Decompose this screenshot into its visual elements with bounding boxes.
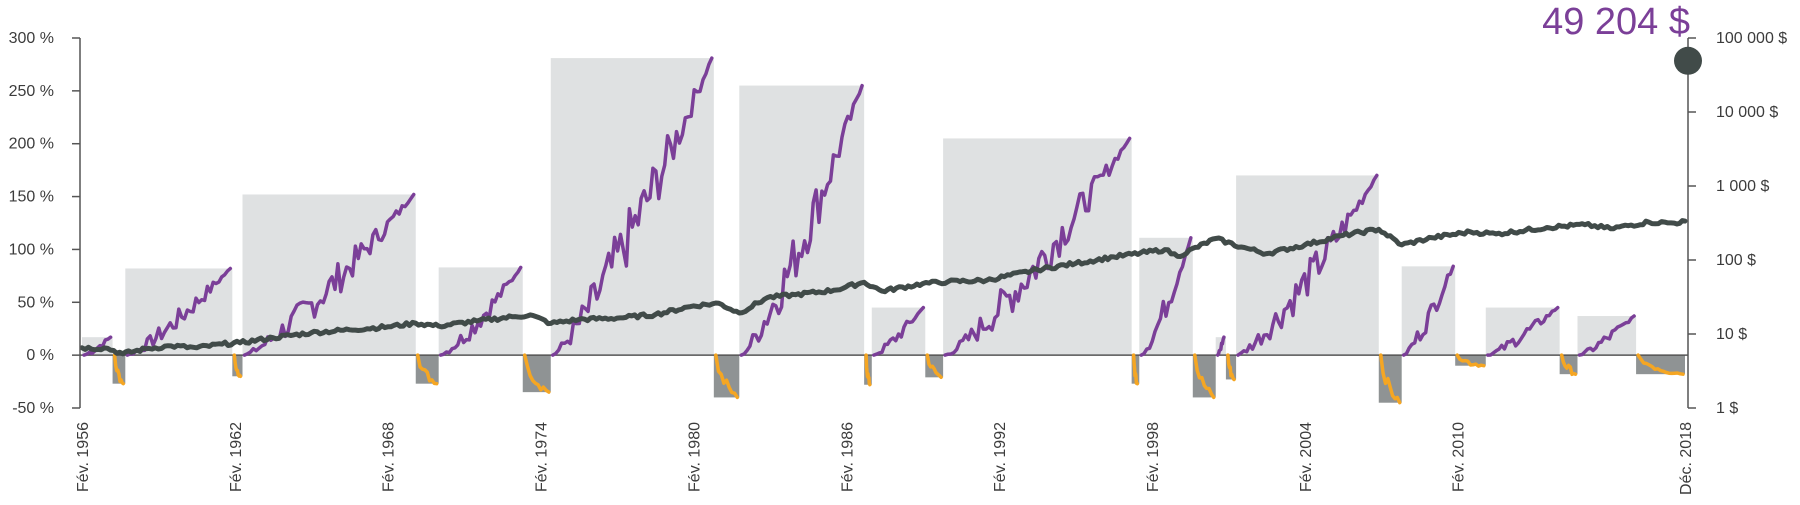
bear-cycle-box-17: [1192, 355, 1216, 398]
bear-return-line-27: [1636, 353, 1685, 376]
bear-return-line-7: [522, 353, 551, 394]
bear-cycle-box-27: [1636, 355, 1685, 375]
x-axis-tick-label: Fév. 1992: [992, 422, 1009, 492]
bear-return-line-9: [714, 353, 740, 400]
bear-return-line-23: [1455, 353, 1486, 368]
index-growth-line: [79, 218, 1688, 357]
right-axis-tick-label: 100 $: [1716, 252, 1756, 269]
bear-return-line-5: [415, 353, 439, 386]
bull-return-line-20: [1236, 173, 1379, 357]
x-axis-tick-label: Fév. 1956: [75, 422, 92, 492]
bull-return-line-26: [1577, 314, 1636, 357]
bull-return-line-24: [1486, 305, 1560, 357]
bull-cycle-box-20: [1236, 175, 1379, 356]
final-value-label: 49 204 $: [1542, 1, 1690, 43]
x-axis-tick-label: Fév. 1998: [1145, 422, 1162, 492]
bear-cycle-box-23: [1455, 355, 1486, 366]
left-axis-tick-label: 250 %: [9, 83, 54, 100]
x-axis: Fév. 1956 Fév. 1962 Fév. 1968 Fév. 1974 Fév.…: [75, 422, 1695, 495]
bear-return-line-25: [1559, 353, 1578, 377]
bear-cycle-box-21: [1378, 355, 1402, 403]
x-axis-tick-label: Fév. 2010: [1451, 422, 1468, 492]
bear-return-line-19: [1226, 353, 1236, 382]
x-axis-tick-label: Fév. 1974: [534, 422, 551, 492]
right-axis-tick-label: 1 000 $: [1716, 178, 1769, 195]
right-axis-tick-label: 100 000 $: [1716, 30, 1787, 47]
right-axis-tick-label: 10 $: [1716, 326, 1747, 343]
left-axis-tick-label: 300 %: [9, 30, 54, 47]
bear-return-line-1: [112, 353, 126, 386]
left-axis-tick-label: 0 %: [26, 347, 54, 364]
x-axis-tick-label: Fév. 2004: [1298, 422, 1315, 492]
right-axis: 1 $ 10 $ 100 $ 1 000 $ 10 000 $ 100 000 $: [1687, 30, 1787, 417]
bear-return-line-3: [232, 353, 243, 379]
final-value-marker: [1674, 46, 1702, 75]
bull-return-line-22: [1401, 264, 1455, 357]
bull-return-line-12: [872, 305, 926, 357]
x-axis-tick-label: Fév. 1968: [381, 422, 398, 492]
left-axis-tick-label: 100 %: [9, 241, 54, 258]
x-axis-tick-label: Fév. 1962: [228, 422, 245, 492]
x-axis-tick-label: Déc. 2018: [1678, 422, 1695, 495]
bull-return-line-6: [438, 265, 523, 357]
cycle-return-lines: [82, 56, 1685, 405]
left-axis-tick-label: 200 %: [9, 136, 54, 153]
bear-return-line-11: [864, 353, 872, 387]
cycle-boxes: [82, 58, 1685, 403]
bull-return-line-16: [1139, 236, 1193, 357]
left-axis-tick-label: 50 %: [18, 294, 54, 311]
bear-cycle-box-5: [415, 355, 439, 384]
left-axis: -50 % 0 % 50 % 100 % 150 % 200 % 250 % 300 %: [9, 30, 81, 417]
left-axis-tick-label: 150 %: [9, 189, 54, 206]
bear-return-line-21: [1379, 353, 1402, 405]
bear-return-line-17: [1193, 353, 1216, 400]
bull-return-line-8: [551, 56, 714, 357]
bull-cycle-box-8: [550, 58, 714, 356]
bear-cycle-box-3: [232, 355, 243, 377]
left-axis-tick-label: -50 %: [12, 400, 54, 417]
bear-return-line-15: [1131, 353, 1140, 386]
right-axis-tick-label: 10 000 $: [1716, 104, 1778, 121]
bull-return-line-18: [1215, 335, 1226, 357]
bear-return-line-13: [925, 353, 943, 380]
bull-return-line-10: [739, 83, 864, 357]
right-axis-tick-label: 1 $: [1716, 400, 1738, 417]
x-axis-tick-label: Fév. 1980: [686, 422, 703, 492]
x-axis-tick-label: Fév. 1986: [839, 422, 856, 492]
